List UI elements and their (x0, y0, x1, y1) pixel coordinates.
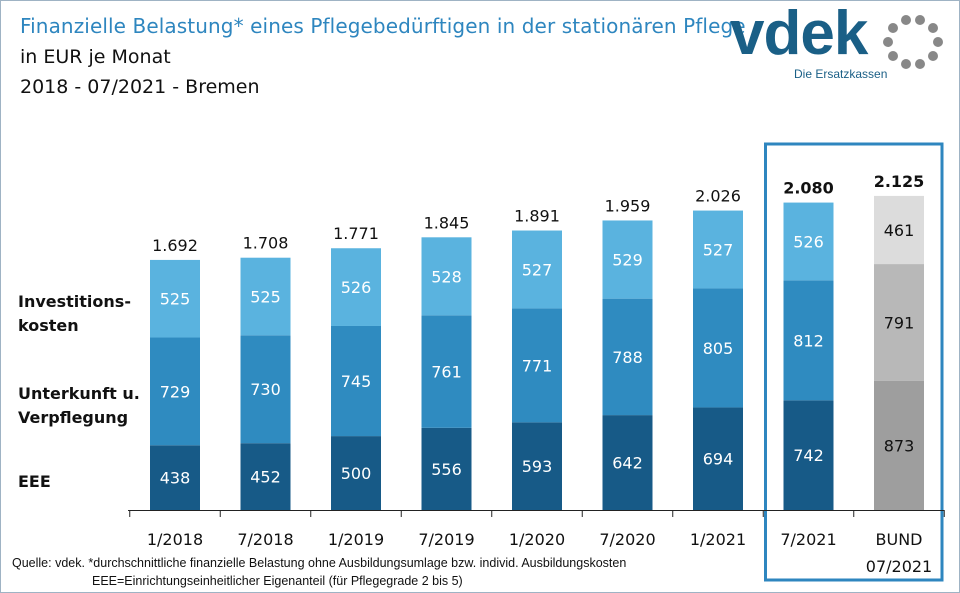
value-label-unterkunft: 791 (884, 314, 915, 333)
x-tick-label: 7/2021 (780, 530, 836, 549)
x-tick-label: 1/2020 (509, 530, 565, 549)
value-label-unterkunft: 805 (703, 339, 734, 358)
bar-segment-unterkunft (602, 298, 653, 416)
value-label-eee: 438 (160, 469, 191, 488)
total-label: 2.125 (874, 172, 925, 191)
legend-unterkunft-line1: Unterkunft u. (18, 384, 140, 403)
bar-segment-unterkunft (783, 280, 834, 401)
footer-source: Quelle: vdek. *durchschnittliche finanzi… (12, 556, 627, 570)
x-tick-label: 1/2019 (328, 530, 384, 549)
bar-segment-eee (240, 443, 291, 510)
legend-unterkunft: Unterkunft u. Verpflegung (18, 382, 140, 430)
bar-segment-eee (602, 415, 653, 510)
legend-investitionskosten: Investitions- kosten (18, 290, 131, 338)
value-label-eee: 694 (703, 450, 734, 469)
vdek-logo: vdek Die Ersatzkassen (730, 0, 950, 88)
total-label: 1.708 (243, 234, 289, 253)
value-label-investition: 527 (522, 260, 553, 279)
bar-segment-eee (150, 445, 200, 510)
bar-segment-investition (331, 248, 381, 326)
x-tick-label: 7/2020 (599, 530, 655, 549)
value-label-investition: 526 (793, 232, 824, 251)
logo-ring-icon (883, 15, 943, 69)
footer-eee-definition: EEE=Einrichtungseinheitlicher Eigenantei… (92, 574, 463, 588)
highlight-box (764, 142, 944, 582)
x-tick-label: 7/2019 (418, 530, 474, 549)
bar-segment-unterkunft (240, 335, 291, 444)
bar-segment-unterkunft (874, 264, 924, 381)
bar-segment-eee (421, 427, 472, 510)
legend-eee: EEE (18, 472, 51, 491)
value-label-unterkunft: 761 (431, 363, 462, 382)
total-label: 1.845 (424, 213, 470, 232)
chart-title: Finanzielle Belastung* eines Pflegebedür… (20, 14, 746, 38)
logo-tagline: Die Ersatzkassen (794, 67, 888, 81)
value-label-eee: 452 (250, 468, 281, 487)
logo-wordmark: vdek (730, 0, 868, 68)
value-label-eee: 742 (793, 446, 824, 465)
legend-investition-line2: kosten (18, 316, 79, 335)
bar-segment-investition (421, 237, 472, 316)
value-label-investition: 529 (612, 251, 643, 270)
value-label-eee: 556 (431, 460, 462, 479)
value-label-investition: 526 (341, 278, 372, 297)
bar-segment-eee (512, 422, 562, 510)
bar-segment-eee (783, 400, 834, 510)
value-label-investition: 527 (703, 241, 734, 260)
bar-segment-eee (693, 407, 743, 510)
total-label: 1.692 (152, 236, 198, 255)
value-label-eee: 642 (612, 454, 643, 473)
bar-segment-investition (693, 210, 743, 289)
bar-segment-investition (602, 220, 653, 299)
value-label-investition: 525 (160, 290, 191, 309)
x-tick-label: 1/2018 (147, 530, 203, 549)
bar-segment-investition (783, 202, 834, 281)
total-label: 1.959 (605, 196, 651, 215)
x-tick-label: BUND (876, 530, 923, 549)
value-label-eee: 593 (522, 457, 553, 476)
legend-investition-line1: Investitions- (18, 292, 131, 311)
x-tick-label: 07/2021 (866, 557, 932, 576)
value-label-investition: 528 (431, 267, 462, 286)
bar-segment-unterkunft (693, 288, 743, 408)
bar-segment-investition (874, 195, 924, 265)
total-label: 1.891 (514, 207, 560, 226)
value-label-unterkunft: 729 (160, 382, 191, 401)
total-label: 1.771 (333, 224, 379, 243)
value-label-unterkunft: 730 (250, 380, 281, 399)
total-label: 2.080 (783, 179, 834, 198)
legend-unterkunft-line2: Verpflegung (18, 408, 129, 427)
bar-segment-unterkunft (150, 337, 200, 446)
bar-segment-unterkunft (421, 315, 472, 428)
bar-segment-eee (331, 436, 381, 510)
bar-segment-investition (150, 259, 200, 338)
chart-subtitle-period: 2018 - 07/2021 - Bremen (20, 76, 260, 98)
bar-segment-unterkunft (512, 308, 562, 423)
chart-subtitle-unit: in EUR je Monat (20, 46, 171, 68)
value-label-investition: 525 (250, 288, 281, 307)
value-label-investition: 461 (884, 221, 915, 240)
x-tick-label: 7/2018 (237, 530, 293, 549)
value-label-eee: 500 (341, 464, 372, 483)
value-label-unterkunft: 788 (612, 348, 643, 367)
value-label-unterkunft: 812 (793, 331, 824, 350)
value-label-unterkunft: 745 (341, 372, 372, 391)
bar-segment-unterkunft (331, 325, 381, 437)
value-label-eee: 873 (884, 436, 915, 455)
x-tick-label: 1/2021 (690, 530, 746, 549)
bar-segment-investition (512, 230, 562, 309)
total-label: 2.026 (695, 187, 741, 206)
bar-segment-eee (874, 380, 924, 510)
value-label-unterkunft: 771 (522, 356, 553, 375)
bar-segment-investition (240, 257, 291, 336)
